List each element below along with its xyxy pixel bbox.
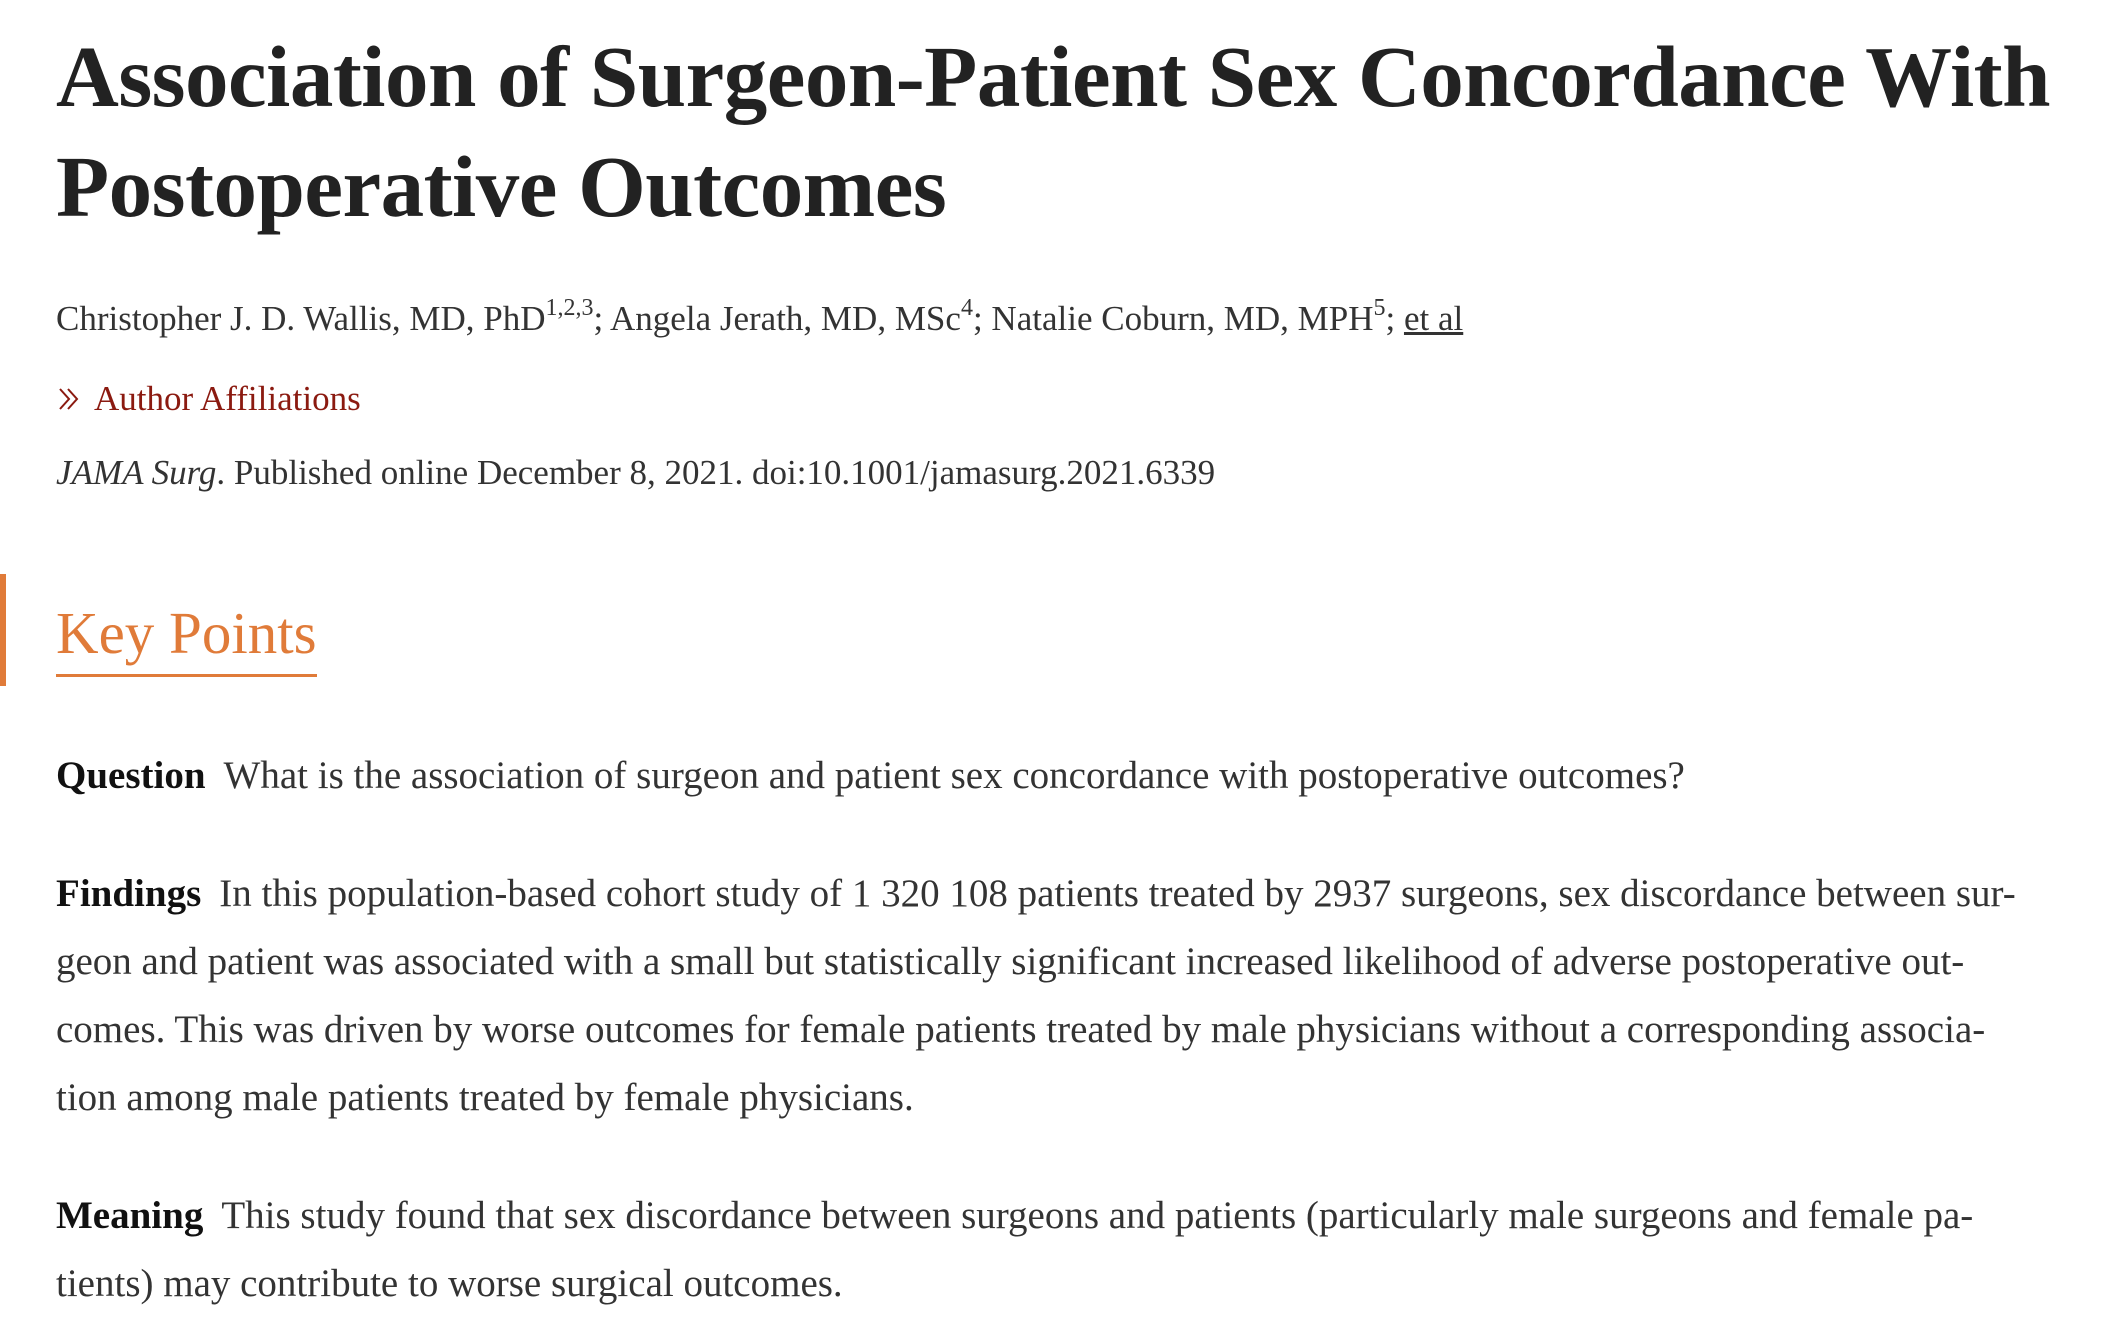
key-point-meaning: Meaning This study found that sex discord…: [56, 1182, 2076, 1318]
meaning-text-line: tients) may contribute to worse surgical…: [56, 1261, 843, 1305]
author-affiliation-numbers: 1,2,3: [545, 295, 594, 321]
author-link[interactable]: Angela Jerath, MD, MSc: [610, 299, 961, 338]
author-separator: ;: [593, 299, 611, 338]
title-line-2: Postoperative Outcomes: [56, 138, 947, 235]
double-chevron-right-icon: [59, 388, 79, 410]
key-points-heading: Key Points: [56, 596, 317, 677]
citation-line: JAMA Surg. Published online December 8, …: [56, 450, 2076, 496]
et-al-link[interactable]: et al: [1403, 299, 1464, 338]
meaning-label: Meaning: [56, 1193, 204, 1237]
key-points-accent-bar: [0, 574, 6, 686]
citation-details: . Published online December 8, 2021. doi…: [216, 453, 1216, 492]
author-separator: ;: [1385, 299, 1404, 338]
findings-text-line: geon and patient was associated with a s…: [56, 939, 1965, 983]
findings-text-line: tion among male patients treated by fema…: [56, 1075, 914, 1119]
question-text: What is the association of surgeon and p…: [223, 753, 1685, 797]
author-affiliation-numbers: 5: [1373, 295, 1386, 321]
findings-label: Findings: [56, 871, 202, 915]
question-label: Question: [56, 753, 206, 797]
author-link[interactable]: Christopher J. D. Wallis, MD, PhD: [56, 299, 546, 338]
affiliations-row: Author Affiliations: [56, 342, 2076, 422]
meaning-text-line: This study found that sex discordance be…: [221, 1193, 1974, 1237]
author-link[interactable]: Natalie Coburn, MD, MPH: [991, 299, 1374, 338]
key-point-question: Question What is the association of surge…: [56, 742, 2076, 810]
key-points-heading-row: Key Points: [56, 496, 2076, 726]
author-affiliations-label: Author Affiliations: [94, 379, 361, 418]
article-title: Association of Surgeon-Patient Sex Conco…: [56, 22, 2076, 242]
author-separator: ;: [972, 299, 992, 338]
author-affiliations-toggle[interactable]: Author Affiliations: [56, 376, 361, 422]
key-point-findings: Findings In this population-based cohort …: [56, 860, 2076, 1132]
author-list: Christopher J. D. Wallis, MD, PhD1,2,3; …: [56, 296, 2076, 342]
journal-name: JAMA Surg: [56, 453, 217, 492]
findings-text-line: In this population-based cohort study of…: [219, 871, 2016, 915]
title-line-1: Association of Surgeon-Patient Sex Conco…: [56, 28, 2051, 125]
findings-text-line: comes. This was driven by worse outcomes…: [56, 1007, 1986, 1051]
author-affiliation-numbers: 4: [960, 295, 973, 321]
article-header: Association of Surgeon-Patient Sex Conco…: [56, 0, 2076, 1318]
